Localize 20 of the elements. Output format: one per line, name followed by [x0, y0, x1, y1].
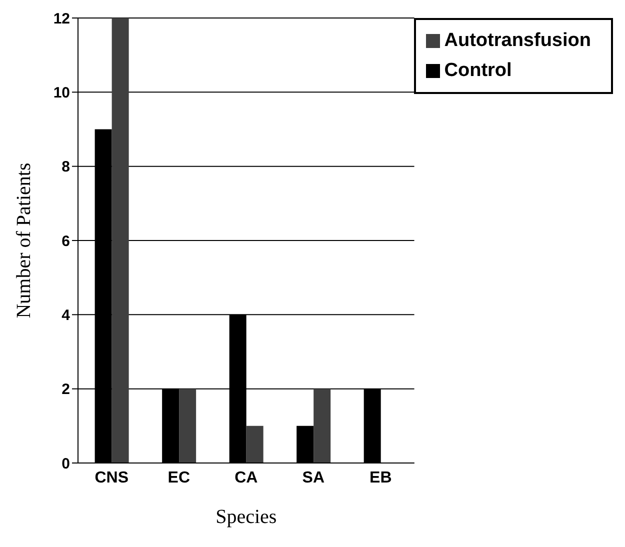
bar — [314, 388, 331, 463]
x-tick-label: CNS — [94, 469, 129, 486]
x-tick-label: SA — [302, 469, 325, 486]
y-tick-label: 8 — [62, 158, 70, 176]
bar — [246, 426, 264, 463]
y-tick-label: 10 — [53, 84, 70, 102]
y-axis-title: Number of Patients — [13, 162, 36, 318]
y-tick-label: 12 — [53, 10, 70, 28]
bar — [179, 388, 196, 463]
y-tick-label: 6 — [62, 232, 70, 250]
x-tick-label: CA — [234, 469, 258, 486]
x-tick-label: EB — [370, 469, 392, 486]
y-tick-label: 4 — [62, 306, 71, 324]
legend-label: Autotransfusion — [444, 30, 591, 51]
x-tick-label: EC — [168, 469, 190, 486]
legend-label: Control — [444, 60, 512, 81]
x-axis-title: Species — [216, 506, 277, 528]
y-tick-label: 0 — [62, 455, 70, 472]
y-tick-label: 2 — [62, 381, 70, 398]
bar — [112, 18, 129, 463]
